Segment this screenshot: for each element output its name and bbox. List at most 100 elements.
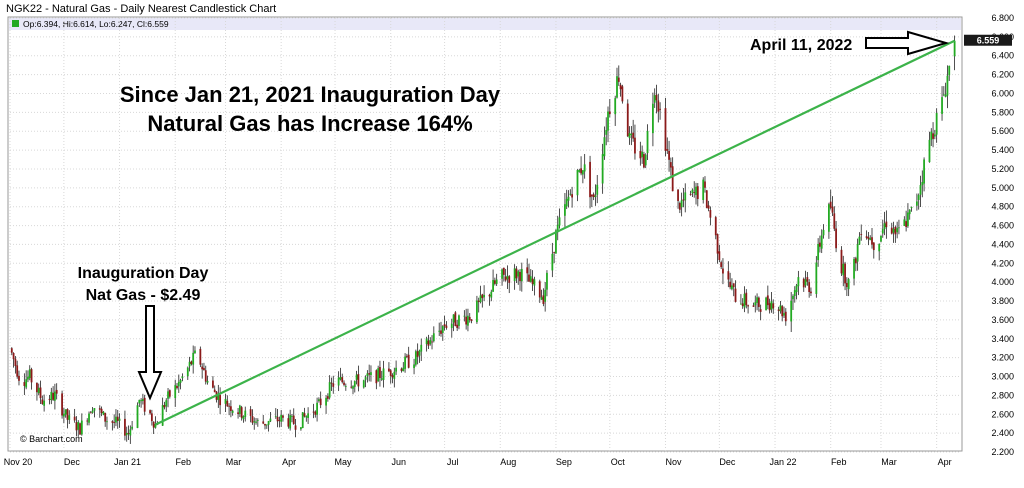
candle-body bbox=[919, 185, 922, 195]
candle-body bbox=[181, 376, 184, 379]
y-tick-label: 2.600 bbox=[991, 409, 1014, 419]
candle-body bbox=[815, 262, 818, 294]
candle-body bbox=[777, 309, 780, 311]
candle-body bbox=[316, 402, 318, 415]
candle-body bbox=[520, 268, 523, 282]
candle-body bbox=[115, 416, 117, 423]
candle-body bbox=[592, 194, 595, 198]
candle-body bbox=[705, 190, 708, 208]
candle-body bbox=[896, 228, 899, 233]
candle-body bbox=[23, 382, 26, 386]
candle-body bbox=[393, 371, 396, 379]
candle-body bbox=[407, 354, 410, 368]
candle-body bbox=[152, 421, 155, 428]
candle-body bbox=[915, 201, 918, 206]
candle-body bbox=[264, 423, 266, 426]
candle-body bbox=[594, 195, 597, 198]
candle-body bbox=[626, 103, 629, 137]
candle-body bbox=[655, 94, 658, 101]
candle-body bbox=[734, 288, 737, 302]
candle-body bbox=[287, 418, 290, 427]
candle-body bbox=[894, 226, 897, 235]
candle-body bbox=[219, 394, 222, 406]
candle-body bbox=[508, 276, 511, 283]
candle-body bbox=[203, 368, 205, 371]
candle-body bbox=[416, 351, 419, 357]
candle-body bbox=[853, 258, 855, 279]
candle-body bbox=[479, 295, 482, 303]
candle-body bbox=[174, 385, 177, 399]
candle-body bbox=[565, 198, 568, 207]
candle-body bbox=[167, 391, 169, 399]
candle-body bbox=[727, 271, 730, 280]
y-tick-label: 2.800 bbox=[991, 390, 1014, 400]
candle-body bbox=[616, 76, 618, 98]
candle-body bbox=[495, 279, 498, 284]
candle-body bbox=[395, 367, 398, 372]
candle-body bbox=[589, 161, 591, 198]
candle-body bbox=[262, 421, 265, 424]
candle-body bbox=[639, 150, 642, 159]
candle-body bbox=[644, 154, 647, 166]
candle-body bbox=[136, 405, 139, 428]
candle-body bbox=[793, 290, 796, 296]
candle-body bbox=[860, 234, 863, 235]
candle-body bbox=[124, 418, 126, 436]
trendline bbox=[154, 39, 956, 426]
candle-body bbox=[765, 297, 767, 311]
candle-body bbox=[312, 411, 315, 413]
candle-body bbox=[192, 352, 195, 365]
candle-body bbox=[168, 390, 171, 397]
x-axis: Nov 20 Dec Jan 21 Feb Mar Apr May Jun Jul Aug Sep O… bbox=[4, 457, 952, 467]
y-tick-label: 5.400 bbox=[991, 145, 1014, 155]
candle-body bbox=[204, 370, 207, 382]
candle-body bbox=[908, 209, 911, 215]
candle-body bbox=[702, 179, 705, 201]
candle-body bbox=[12, 353, 15, 360]
candle-body bbox=[948, 65, 951, 76]
candle-body bbox=[255, 421, 257, 423]
candle-body bbox=[48, 398, 51, 400]
candle-body bbox=[779, 305, 782, 312]
candle-body bbox=[669, 162, 672, 168]
candle-body bbox=[413, 364, 415, 369]
candle-body bbox=[228, 405, 230, 407]
candle-body bbox=[141, 399, 144, 401]
candle-body bbox=[607, 111, 609, 131]
candle-body bbox=[506, 275, 509, 280]
candle-body bbox=[276, 416, 279, 422]
candle-body bbox=[907, 212, 909, 227]
candle-body bbox=[632, 132, 635, 139]
candle-body bbox=[100, 408, 103, 414]
candle-body bbox=[802, 278, 805, 288]
candle-body bbox=[905, 221, 908, 227]
candle-body bbox=[578, 170, 581, 172]
candle-body bbox=[429, 340, 432, 345]
candle-body bbox=[833, 213, 836, 229]
candle-body bbox=[441, 326, 444, 333]
candle-body bbox=[704, 181, 706, 188]
candle-body bbox=[819, 242, 821, 247]
candle-body bbox=[835, 228, 837, 249]
candle-body bbox=[98, 408, 101, 410]
candle-body bbox=[847, 279, 850, 290]
x-tick-label: Nov bbox=[665, 457, 682, 467]
candle-body bbox=[634, 137, 636, 154]
candle-body bbox=[237, 412, 239, 414]
candle-body bbox=[481, 294, 484, 299]
candle-body bbox=[553, 252, 556, 253]
candle-body bbox=[504, 276, 507, 281]
candle-body bbox=[73, 416, 76, 421]
y-tick-label: 3.200 bbox=[991, 353, 1014, 363]
candle-body bbox=[418, 350, 421, 356]
candle-body bbox=[113, 422, 116, 423]
candle-body bbox=[731, 285, 733, 290]
candle-body bbox=[14, 358, 17, 367]
candle-body bbox=[75, 422, 78, 431]
down-arrow-icon bbox=[137, 305, 163, 401]
candle-body bbox=[476, 300, 478, 323]
candle-body bbox=[337, 377, 340, 386]
candle-body bbox=[869, 237, 872, 241]
candle-body bbox=[921, 182, 924, 186]
candle-body bbox=[292, 415, 295, 425]
